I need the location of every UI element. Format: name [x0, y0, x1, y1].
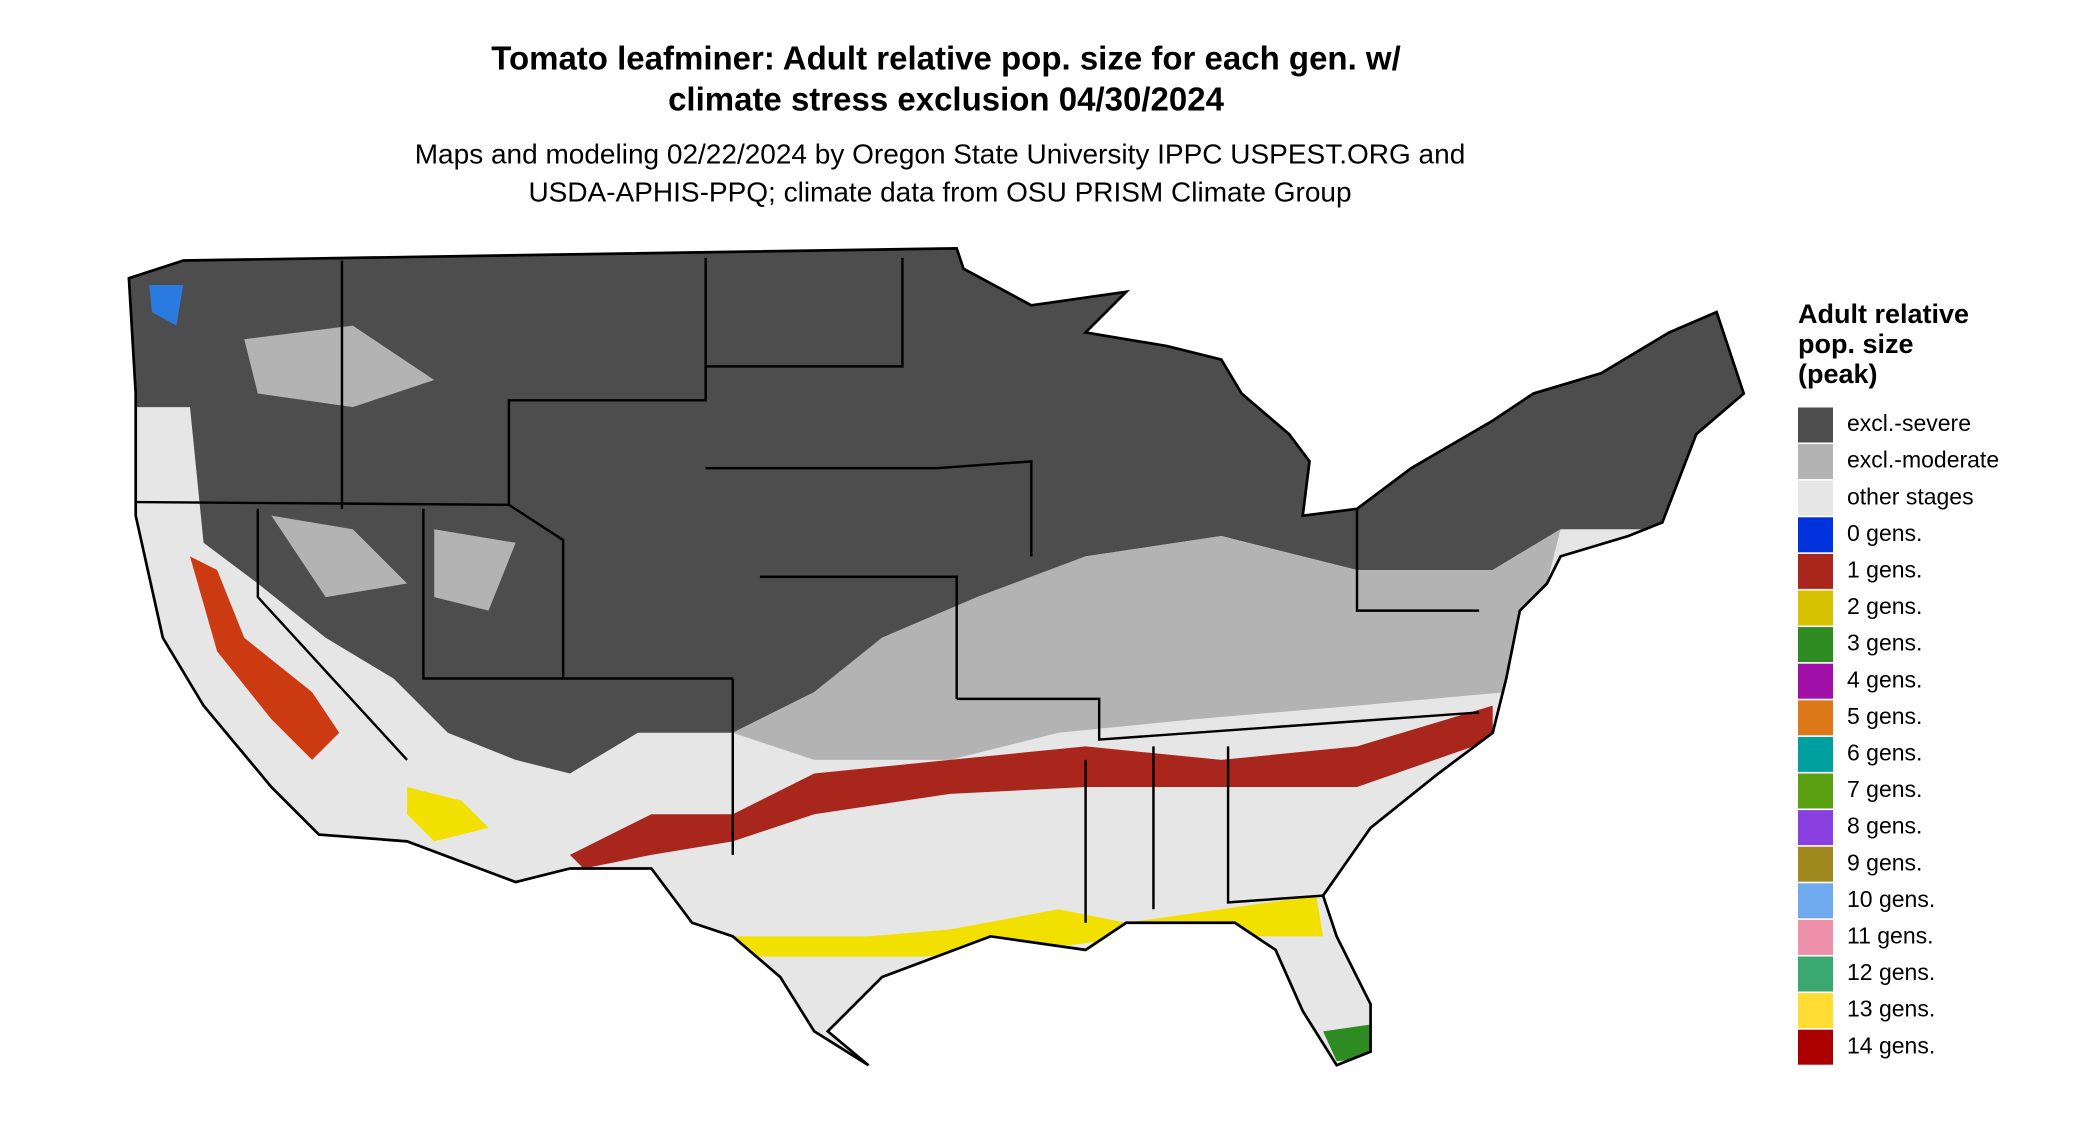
- legend-swatch: [1798, 846, 1833, 882]
- legend-label: 2 gens.: [1847, 593, 1922, 619]
- legend-label: 4 gens.: [1847, 666, 1922, 692]
- legend-swatch: [1798, 956, 1833, 992]
- legend-label: 10 gens.: [1847, 886, 1935, 912]
- legend-label: 5 gens.: [1847, 703, 1922, 729]
- subtitle: Maps and modeling 02/22/2024 by Oregon S…: [415, 138, 1466, 169]
- legend-label: 8 gens.: [1847, 813, 1922, 839]
- legend-label: other stages: [1847, 483, 1974, 509]
- legend-swatch: [1798, 553, 1833, 589]
- legend-swatch: [1798, 883, 1833, 919]
- title: climate stress exclusion 04/30/2024: [668, 81, 1225, 118]
- legend-swatch: [1798, 736, 1833, 772]
- legend-label: 6 gens.: [1847, 739, 1922, 765]
- legend-swatch: [1798, 773, 1833, 809]
- legend-swatch: [1798, 480, 1833, 516]
- legend-swatch: [1798, 993, 1833, 1029]
- legend-swatch: [1798, 1029, 1833, 1065]
- legend-label: 12 gens.: [1847, 959, 1935, 985]
- legend-label: 1 gens.: [1847, 556, 1922, 582]
- legend-swatch: [1798, 517, 1833, 553]
- subtitle: USDA-APHIS-PPQ; climate data from OSU PR…: [528, 176, 1351, 207]
- legend-title: Adult relative: [1798, 299, 1969, 329]
- us-outline: [127, 246, 1746, 1067]
- legend-swatch: [1798, 919, 1833, 955]
- legend-swatch: [1798, 627, 1833, 663]
- legend-swatch: [1798, 700, 1833, 736]
- state-borders: [135, 257, 1480, 923]
- legend-title: (peak): [1798, 359, 1878, 389]
- legend-title: pop. size: [1798, 329, 1914, 359]
- legend-swatch: [1798, 663, 1833, 699]
- title: Tomato leafminer: Adult relative pop. si…: [491, 40, 1401, 77]
- legend-label: 0 gens.: [1847, 520, 1922, 546]
- legend-label: 13 gens.: [1847, 996, 1935, 1022]
- legend-label: 14 gens.: [1847, 1032, 1935, 1058]
- legend-label: excl.-severe: [1847, 410, 1971, 436]
- legend-label: 3 gens.: [1847, 630, 1922, 656]
- legend-swatch: [1798, 810, 1833, 846]
- legend-swatch: [1798, 407, 1833, 443]
- legend-swatch: [1798, 444, 1833, 480]
- legend-swatch: [1798, 590, 1833, 626]
- legend-label: excl.-moderate: [1847, 447, 1999, 473]
- legend-label: 11 gens.: [1847, 922, 1934, 948]
- legend-label: 9 gens.: [1847, 849, 1922, 875]
- legend-label: 7 gens.: [1847, 776, 1922, 802]
